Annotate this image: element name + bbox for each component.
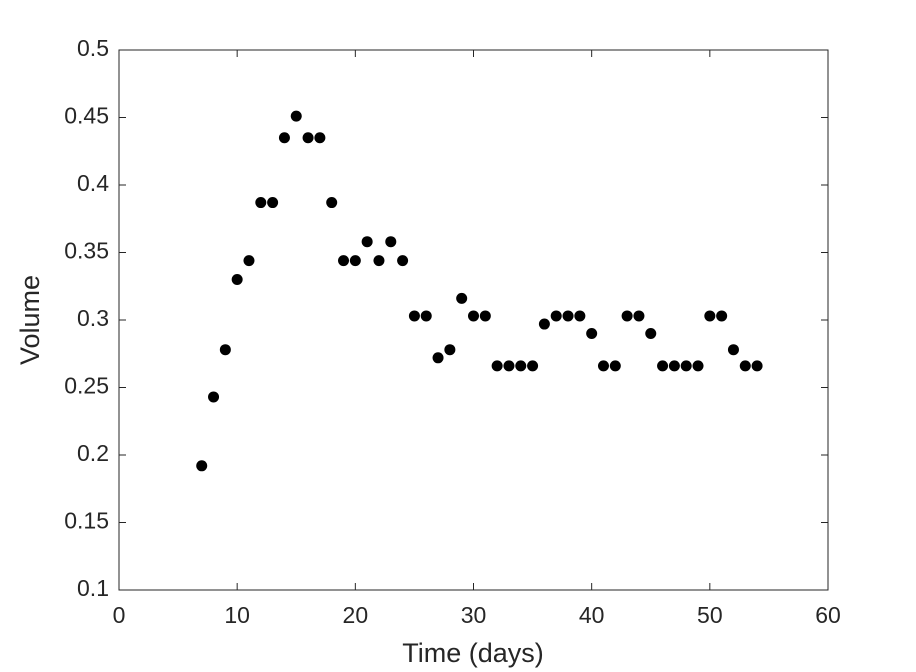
data-point: [680, 360, 692, 372]
y-tick-label: 0.25: [64, 373, 109, 399]
x-tick-label: 30: [461, 602, 487, 628]
data-point: [349, 255, 361, 267]
data-point: [314, 132, 326, 144]
y-tick-label: 0.1: [77, 575, 109, 601]
x-tick-label: 60: [815, 602, 841, 628]
data-point: [196, 460, 208, 472]
y-tick-label: 0.45: [64, 103, 109, 129]
data-point: [574, 310, 586, 322]
data-point: [739, 360, 751, 372]
data-point: [515, 360, 527, 372]
x-tick-label: 20: [343, 602, 369, 628]
data-point: [503, 360, 515, 372]
y-tick-label: 0.2: [77, 440, 109, 466]
y-tick-label: 0.5: [77, 35, 109, 61]
data-point: [491, 360, 503, 372]
data-point: [621, 310, 633, 322]
data-point: [668, 360, 680, 372]
data-point: [727, 344, 739, 356]
data-point: [361, 236, 373, 248]
data-point: [609, 360, 621, 372]
data-point: [633, 310, 645, 322]
x-axis-label: Time (days): [402, 638, 544, 668]
data-point: [432, 352, 444, 364]
data-point: [219, 344, 231, 356]
data-point: [444, 344, 456, 356]
x-tick-label: 50: [697, 602, 723, 628]
data-point: [751, 360, 763, 372]
y-tick-label: 0.4: [77, 170, 109, 196]
x-tick-label: 10: [224, 602, 250, 628]
data-point: [397, 255, 409, 267]
data-point: [597, 360, 609, 372]
data-point: [243, 255, 255, 267]
data-point: [408, 310, 420, 322]
data-point: [527, 360, 539, 372]
data-point: [255, 197, 267, 209]
data-point: [267, 197, 279, 209]
x-tick-label: 0: [113, 602, 126, 628]
y-axis-label: Volume: [15, 275, 45, 365]
data-point: [338, 255, 350, 267]
data-point: [716, 310, 728, 322]
data-point: [385, 236, 397, 248]
data-point: [657, 360, 669, 372]
data-point: [586, 328, 598, 339]
data-point: [538, 318, 550, 330]
data-point: [456, 292, 468, 304]
data-point: [420, 310, 432, 322]
data-point: [326, 197, 338, 209]
data-point: [692, 360, 704, 372]
data-point: [290, 110, 302, 122]
data-point: [208, 391, 220, 403]
data-point: [373, 255, 385, 267]
y-tick-label: 0.15: [64, 508, 109, 534]
data-point: [278, 132, 290, 144]
data-point: [562, 310, 574, 322]
data-point: [645, 328, 657, 339]
data-point: [704, 310, 716, 322]
data-point: [550, 310, 562, 322]
y-tick-label: 0.3: [77, 305, 109, 331]
x-tick-label: 40: [579, 602, 605, 628]
y-tick-label: 0.35: [64, 238, 109, 264]
data-point: [479, 310, 491, 322]
data-point: [302, 132, 314, 144]
data-point: [231, 274, 243, 285]
data-point: [468, 310, 479, 322]
